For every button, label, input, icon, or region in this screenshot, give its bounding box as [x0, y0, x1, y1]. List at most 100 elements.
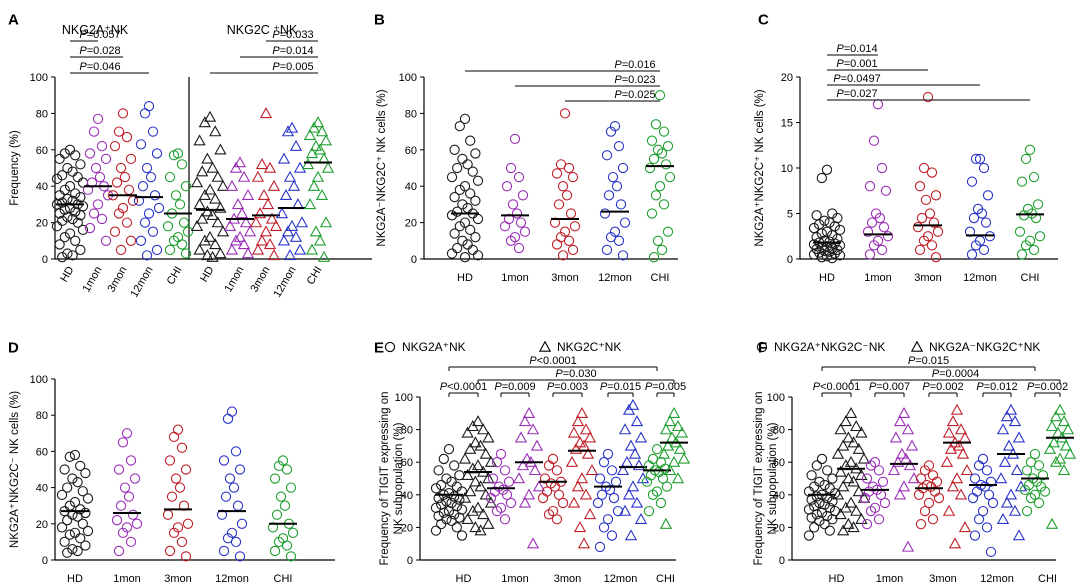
p-value-label: P=0.015: [908, 355, 949, 367]
y-tick-label: 60: [773, 457, 785, 469]
group-HD: [458, 415, 498, 536]
data-point: [139, 217, 151, 228]
data-point: [462, 159, 473, 170]
data-point: [865, 505, 877, 517]
data-point: [51, 173, 63, 185]
data-point: [983, 489, 995, 500]
data-point: [472, 250, 484, 261]
data-point: [75, 533, 86, 544]
p-value-label: P<0.0001: [440, 381, 487, 393]
data-point: [123, 491, 135, 502]
group-1mon: 1mon: [80, 113, 114, 294]
data-point: [513, 171, 525, 183]
data-point: [443, 444, 455, 455]
data-point: [313, 234, 327, 246]
data-point: [251, 243, 265, 255]
data-point: [430, 525, 442, 536]
data-point: [92, 199, 104, 210]
data-point: [237, 170, 251, 182]
data-point: [1025, 492, 1037, 504]
data-point: [868, 240, 880, 251]
data-point: [619, 217, 631, 228]
data-point: [176, 442, 188, 453]
group-12mon: [616, 398, 650, 541]
p-value-bracket: P=0.033: [266, 29, 318, 42]
data-point: [69, 449, 81, 461]
data-point: [203, 230, 217, 242]
data-point: [115, 500, 127, 511]
data-point: [54, 239, 65, 250]
data-point: [634, 431, 648, 443]
data-point: [977, 505, 989, 517]
data-point: [72, 477, 83, 488]
data-point: [75, 244, 86, 256]
data-point: [501, 489, 513, 500]
data-point: [557, 250, 569, 261]
data-point: [647, 489, 659, 500]
data-point: [811, 509, 822, 520]
data-point: [59, 148, 70, 159]
group-CHI: [657, 406, 691, 529]
data-point: [471, 501, 485, 513]
data-point: [211, 216, 224, 228]
data-point: [75, 159, 86, 170]
data-point: [622, 403, 636, 415]
data-point: [646, 208, 658, 219]
panel-D: D 0 20 40 60 80 100 NKG2A⁺NKG2C⁻ NK cells (%) HD…: [8, 339, 335, 585]
data-point: [232, 500, 244, 511]
data-point: [509, 232, 521, 243]
data-point: [616, 464, 630, 476]
data-point: [59, 184, 70, 195]
data-point: [1021, 505, 1033, 517]
data-point: [903, 459, 917, 471]
p-value-bracket: P<0.0001: [813, 381, 860, 397]
data-point: [973, 460, 985, 471]
data-point: [602, 514, 614, 525]
p-value-label: P=0.012: [976, 381, 1017, 393]
data-point: [827, 252, 838, 264]
data-point: [277, 152, 291, 164]
data-point: [872, 99, 884, 110]
data-point: [814, 497, 825, 509]
y-tick-label: 100: [399, 72, 417, 84]
data-point: [174, 482, 186, 493]
data-point: [811, 460, 822, 471]
y-tick-label: 100: [30, 374, 48, 386]
x-tick-label: CHI: [1021, 272, 1040, 284]
data-point: [125, 235, 137, 246]
data-point: [117, 527, 129, 538]
data-point: [449, 191, 460, 203]
data-point: [321, 161, 335, 173]
data-point: [180, 551, 192, 562]
data-point: [456, 530, 468, 541]
group-1mon: [859, 457, 891, 530]
data-point: [64, 451, 75, 462]
group-CHI: [641, 444, 673, 517]
data-point: [283, 249, 297, 261]
x-tick-label: HD: [819, 272, 835, 284]
data-point: [59, 536, 70, 548]
data-point: [982, 190, 994, 201]
data-point: [151, 244, 163, 256]
data-point: [827, 514, 838, 525]
data-point: [1004, 403, 1018, 415]
data-point: [436, 518, 447, 530]
data-point: [613, 141, 625, 152]
data-point: [861, 473, 873, 484]
data-point: [1028, 244, 1040, 256]
data-point: [924, 208, 936, 219]
data-point: [1014, 226, 1026, 237]
data-point: [559, 108, 571, 119]
p-value-label: P=0.030: [555, 368, 596, 380]
data-point: [454, 221, 465, 232]
data-point: [143, 208, 155, 219]
data-point: [819, 245, 830, 256]
data-point: [57, 215, 68, 226]
data-point: [180, 248, 192, 259]
y-tick-label: 0: [42, 254, 48, 266]
data-point: [650, 190, 662, 201]
data-point: [469, 436, 482, 448]
data-point: [166, 491, 178, 502]
y-tick-label: 20: [773, 522, 785, 534]
data-point: [121, 217, 133, 228]
